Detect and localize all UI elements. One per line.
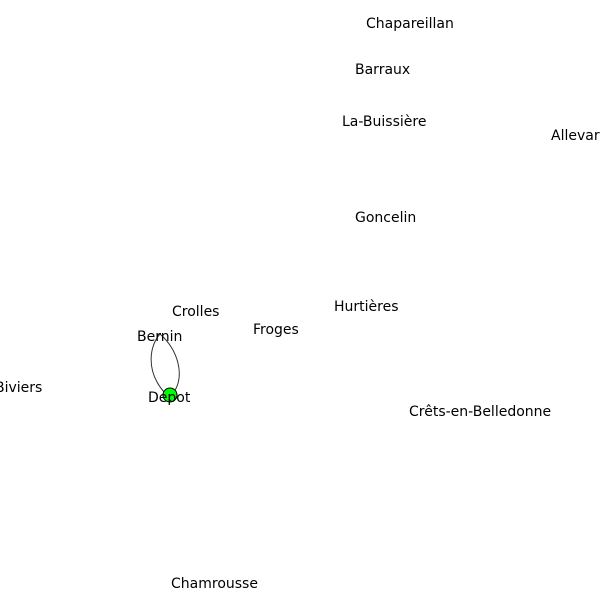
depot-node	[162, 387, 178, 403]
node-label-barraux: Barraux	[355, 62, 410, 78]
node-label-chamrousse: Chamrousse	[171, 576, 258, 592]
node-label-chapareillan: Chapareillan	[366, 16, 454, 32]
node-label-biviers: Biviers	[0, 380, 42, 396]
node-label-froges: Froges	[253, 322, 299, 338]
node-label-allevard: Allevar	[551, 128, 600, 144]
node-label-hurtieres: Hurtières	[334, 299, 399, 315]
node-label-crolles: Crolles	[172, 304, 219, 320]
edge-depot-bernin	[150, 333, 165, 393]
node-label-la-buissiere: La-Buissière	[342, 114, 426, 130]
edge-bernin-depot	[159, 333, 180, 393]
node-label-depot: Depot	[148, 390, 191, 406]
node-label-goncelin: Goncelin	[355, 210, 416, 226]
labels-group: Chapareillan Barraux La-Buissière Alleva…	[0, 16, 600, 592]
edges-group	[150, 333, 180, 393]
node-label-crets-en-belledonne: Crêts-en-Belledonne	[409, 404, 551, 420]
node-label-bernin: Bernin	[137, 329, 182, 345]
